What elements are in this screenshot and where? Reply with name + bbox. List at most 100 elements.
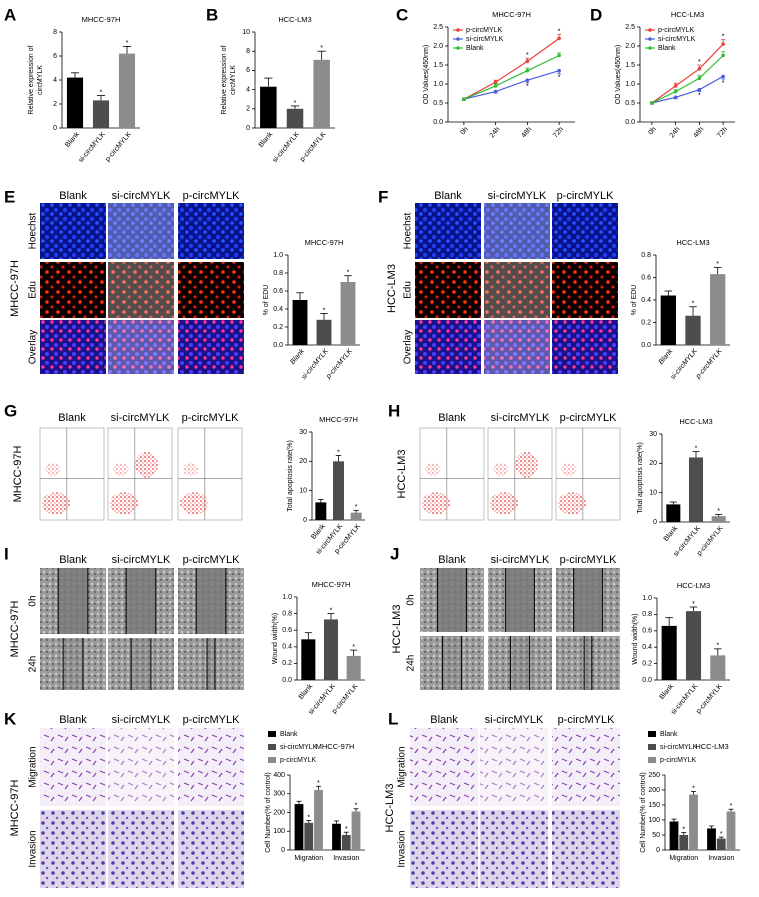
bar [346, 655, 361, 680]
micrograph [108, 320, 174, 374]
bar [340, 282, 356, 345]
y-tick-label: 1.0 [282, 594, 292, 601]
point [697, 87, 702, 92]
micrograph [178, 203, 244, 259]
series-line [651, 75, 724, 104]
column-label: p-circMYLK [183, 190, 241, 202]
point [557, 68, 561, 73]
y-axis-label: Cell Number(% of control) [265, 772, 272, 853]
y-tick-label: 0.2 [642, 660, 652, 667]
event-cloud [179, 492, 209, 515]
significance: * [355, 803, 358, 810]
legend-marker [648, 37, 652, 41]
micrograph [415, 262, 481, 318]
scratch-gap [58, 568, 88, 634]
y-tick-label: 0.0 [641, 342, 651, 349]
cell-line-label: MHCC-97H [9, 260, 21, 317]
column-label: p-circMYLK [182, 412, 240, 424]
x-tick-label: Blank [298, 683, 315, 701]
significance: * [320, 45, 323, 52]
y-tick-label: 4 [246, 86, 250, 93]
chart-title: HCC-LM3 [679, 417, 712, 426]
micrograph [556, 636, 620, 690]
legend-label: Blank [660, 731, 678, 738]
x-tick-label: 0h [459, 126, 469, 137]
x-tick-label: 72h [552, 126, 565, 140]
row-label: Invasion [397, 830, 408, 867]
significance: * [716, 261, 719, 268]
bar [66, 77, 84, 128]
bar [685, 315, 701, 345]
legend-swatch [268, 757, 276, 763]
row-label: Hoechst [403, 212, 414, 249]
y-tick-label: 0.8 [642, 611, 652, 618]
bar [685, 611, 702, 680]
bar [301, 639, 316, 680]
micrograph [108, 203, 174, 259]
y-tick-label: 1.5 [433, 62, 443, 69]
x-tick-label: si-circMYLK [78, 131, 108, 164]
significance: * [352, 644, 355, 651]
event-cloud [421, 492, 451, 515]
micrograph [420, 636, 484, 690]
scratch-gap [207, 638, 215, 690]
legend-label: p-circMYLK [280, 757, 317, 764]
significance: * [692, 301, 695, 308]
x-tick-label: p-circMYLK [694, 348, 723, 381]
scratch-gap [510, 636, 530, 690]
y-tick-label: 0.4 [273, 306, 283, 313]
panel-letter: F [378, 187, 388, 206]
micrograph [415, 320, 481, 374]
panel-letter: H [388, 401, 400, 420]
y-tick-label: 20 [299, 458, 307, 465]
scratch-gap [196, 568, 226, 634]
point [493, 80, 498, 84]
chart-title: HCC-LM3 [695, 742, 728, 751]
scratch-gap [437, 568, 467, 632]
bar [286, 108, 304, 128]
y-tick-label: 0.4 [282, 644, 292, 651]
row-label: Invasion [28, 830, 39, 867]
scratch-gap [505, 568, 535, 632]
legend-label: si-circMYLK [466, 36, 504, 43]
point [493, 84, 498, 88]
row-label: 0h [406, 594, 417, 605]
y-tick-label: 1.0 [273, 252, 283, 259]
x-tick-label: Blank [658, 348, 675, 366]
micrograph [178, 728, 244, 806]
micrograph [40, 262, 106, 318]
y-tick-label: 0.8 [641, 252, 651, 259]
column-label: Blank [438, 554, 466, 566]
chart-title: HCC-LM3 [278, 15, 311, 24]
significance: * [722, 33, 725, 40]
micrograph [480, 810, 548, 888]
bar [351, 811, 361, 850]
column-label: Blank [434, 190, 462, 202]
y-axis-label: Relative expression of [221, 46, 228, 115]
bar [679, 835, 689, 850]
bar [350, 512, 362, 520]
row-label: Hoechst [28, 212, 39, 249]
significance: * [355, 504, 358, 511]
legend-marker [456, 46, 460, 50]
point [557, 53, 561, 58]
column-label: Blank [59, 554, 87, 566]
significance: * [730, 803, 733, 810]
point [697, 76, 702, 81]
column-label: Blank [59, 190, 87, 202]
column-label: si-circMYLK [491, 554, 550, 566]
significance: * [294, 100, 297, 107]
x-tick-label: 24h [669, 126, 682, 140]
chart-title: MHCC-97H [82, 15, 121, 24]
chart-title: MHCC-97H [492, 10, 531, 19]
row-label: 0h [28, 595, 39, 606]
panel-letter: C [396, 5, 408, 24]
y-axis-label: circMYLK [37, 65, 44, 95]
bar [92, 100, 110, 128]
y-tick-label: 10 [242, 29, 250, 36]
significance: * [698, 92, 701, 99]
event-cloud [134, 451, 158, 478]
micrograph [178, 638, 244, 690]
legend-marker [456, 28, 460, 32]
legend-swatch [648, 744, 656, 750]
